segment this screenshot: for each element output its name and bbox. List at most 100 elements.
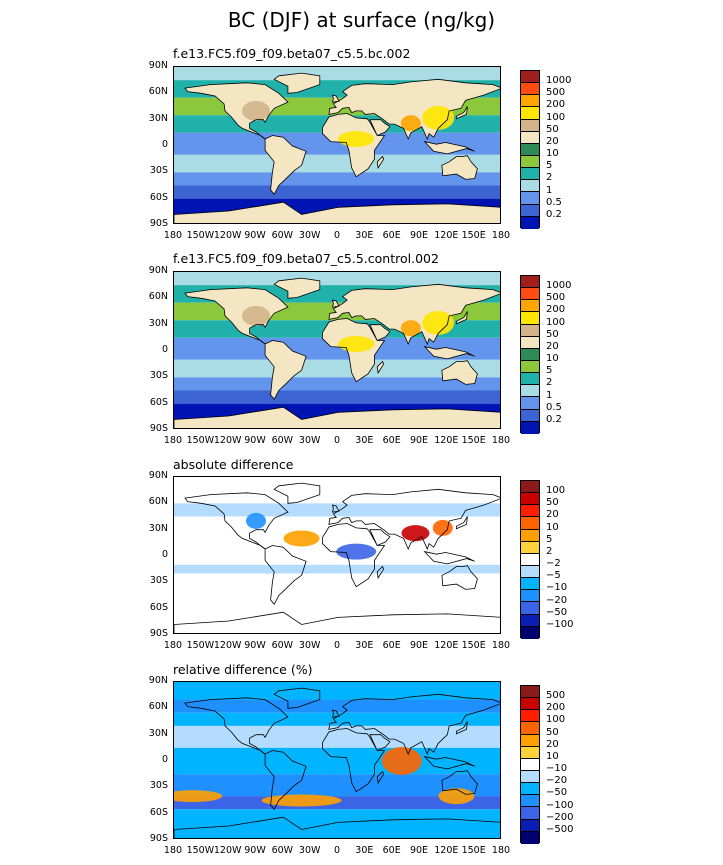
colorbar-swatch: [521, 819, 539, 832]
field-hotspot: [336, 543, 377, 560]
colorbar-swatch: [521, 831, 539, 844]
field-hotspot: [174, 790, 223, 803]
colorbar-label: 1: [546, 184, 553, 196]
field-hotspot: [422, 105, 455, 130]
map-field: [174, 67, 500, 223]
colorbar-label: 1000: [546, 280, 572, 292]
lon-tick-label: 30E: [355, 435, 374, 446]
lon-tick-label: 120E: [434, 845, 459, 856]
lat-tick-label: 30S: [149, 165, 168, 177]
colorbar-swatch: [521, 541, 539, 554]
colorbar-label: 1: [546, 389, 553, 401]
lon-tick-label: 120E: [434, 230, 459, 241]
map-field: [174, 272, 500, 428]
field-hotspot: [438, 788, 475, 805]
lon-tick-label: 150W: [186, 845, 215, 856]
colorbar-swatch: [521, 276, 539, 289]
coastlines: [174, 72, 500, 223]
field-band: [174, 747, 500, 775]
colorbar-label: −10: [546, 582, 568, 594]
lat-tick-label: 90S: [149, 833, 168, 844]
colorbar-label: −20: [546, 594, 568, 606]
field-band: [174, 682, 500, 700]
colorbar-label: 50: [546, 123, 559, 135]
map-panel: [173, 66, 501, 224]
field-hotspot: [400, 115, 421, 132]
lat-tick-label: 0: [161, 139, 168, 150]
colorbar-label: 5: [546, 365, 553, 377]
lon-tick-label: 30E: [355, 230, 374, 241]
lon-tick-label: 180: [163, 845, 183, 856]
colorbar-label: 10: [546, 750, 559, 762]
colorbar-label: 50: [546, 497, 559, 509]
lat-tick-label: 30S: [149, 370, 168, 382]
lat-tick-label: 90N: [148, 470, 168, 481]
lon-tick-label: 150E: [461, 230, 486, 241]
colorbar-swatch: [521, 578, 539, 591]
colorbar-swatch: [521, 481, 539, 494]
field-band: [174, 477, 500, 504]
field-band: [174, 172, 500, 186]
coastlines: [174, 687, 500, 838]
map-panel: [173, 271, 501, 429]
field-band: [174, 503, 500, 517]
colorbar-swatch: [521, 686, 539, 699]
lon-tick-label: 0: [333, 640, 341, 651]
colorbar-swatch: [521, 421, 539, 434]
field-band: [174, 725, 500, 748]
field-band: [174, 573, 500, 633]
colorbar-swatch: [521, 373, 539, 386]
colorbar-label: −100: [546, 799, 574, 811]
coastlines: [174, 482, 500, 633]
colorbar-label: 100: [546, 485, 566, 497]
colorbar-swatch: [521, 119, 539, 132]
colorbar-swatch: [521, 517, 539, 530]
colorbar-label: 2: [546, 172, 553, 184]
lat-tick-label: 60S: [149, 806, 168, 818]
lat-tick-label: 60N: [148, 496, 168, 508]
colorbar-label: −2: [546, 558, 561, 570]
colorbar-label: 2: [546, 545, 553, 557]
lon-tick-label: 150E: [461, 640, 486, 651]
colorbar-swatch: [521, 493, 539, 506]
colorbar-label: 50: [546, 328, 559, 340]
lat-tick-label: 60S: [149, 601, 168, 613]
lon-tick-label: 150W: [186, 230, 215, 241]
lat-tick-label: 90N: [148, 60, 168, 71]
field-band: [174, 132, 500, 155]
colorbar-swatch: [521, 734, 539, 747]
colorbar-label: 10: [546, 521, 559, 533]
lon-tick-label: 0: [333, 845, 341, 856]
lon-tick-label: 120E: [434, 640, 459, 651]
colorbar-swatch: [521, 143, 539, 156]
colorbar-swatch: [521, 168, 539, 181]
colorbar-label: 100: [546, 111, 566, 123]
colorbar-swatch: [521, 505, 539, 518]
field-band: [174, 67, 500, 81]
lon-tick-label: 60W: [271, 845, 294, 856]
colorbar-swatch: [521, 216, 539, 229]
colorbar: [520, 685, 540, 844]
lat-tick-label: 0: [161, 344, 168, 355]
colorbar-swatch: [521, 95, 539, 108]
lat-tick-label: 90N: [148, 265, 168, 276]
colorbar-swatch: [521, 204, 539, 217]
field-hotspot: [432, 519, 453, 536]
colorbar-swatch: [521, 698, 539, 711]
panel-title: absolute difference: [173, 457, 294, 472]
colorbar-swatch: [521, 722, 539, 735]
lat-tick-label: 0: [161, 549, 168, 560]
lon-tick-label: 180: [163, 640, 183, 651]
field-band: [174, 185, 500, 199]
lon-tick-label: 30W: [298, 640, 321, 651]
lon-tick-label: 60W: [271, 640, 294, 651]
lon-tick-label: 180: [491, 435, 511, 446]
colorbar-swatch: [521, 409, 539, 422]
lon-tick-label: 90E: [409, 640, 429, 651]
colorbar-swatch: [521, 360, 539, 374]
lat-tick-label: 30N: [148, 112, 168, 124]
field-hotspot: [381, 747, 422, 775]
colorbar-label: −20: [546, 775, 568, 787]
colorbar-label: 500: [546, 292, 566, 304]
colorbar-label: 0.2: [546, 413, 562, 425]
